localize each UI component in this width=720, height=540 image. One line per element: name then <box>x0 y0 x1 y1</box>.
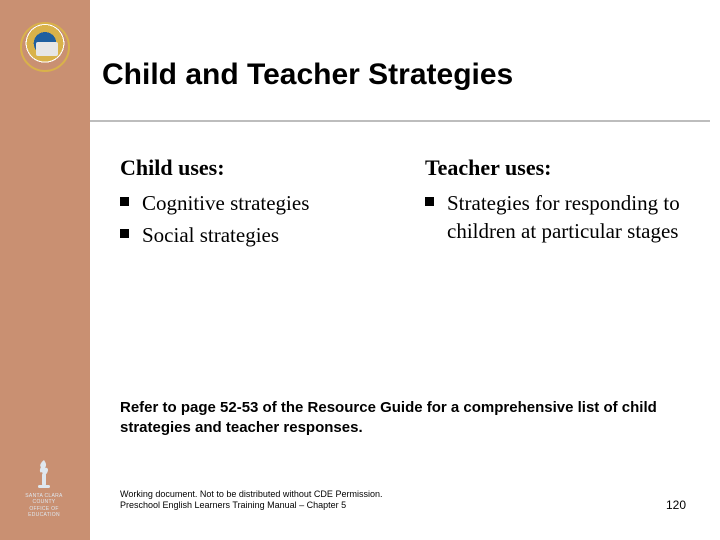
page-number: 120 <box>666 498 686 512</box>
footer-line-1: Working document. Not to be distributed … <box>120 489 382 501</box>
sccoe-line-2: OFFICE OF EDUCATION <box>24 507 64 518</box>
footer-text: Working document. Not to be distributed … <box>120 489 382 512</box>
seal-icon <box>20 22 70 72</box>
bullet-item: Cognitive strategies <box>120 189 385 217</box>
sccoe-line-1: SANTA CLARA COUNTY <box>24 494 64 505</box>
torch-svg <box>32 458 56 488</box>
slide-title: Child and Teacher Strategies <box>102 58 513 92</box>
column-child: Child uses: Cognitive strategies Social … <box>120 155 385 254</box>
column-teacher-heading: Teacher uses: <box>425 155 690 181</box>
column-child-heading: Child uses: <box>120 155 385 181</box>
column-child-bullets: Cognitive strategies Social strategies <box>120 189 385 250</box>
column-teacher-bullets: Strategies for responding to children at… <box>425 189 690 246</box>
bullet-item: Strategies for responding to children at… <box>425 189 690 246</box>
refer-note: Refer to page 52-53 of the Resource Guid… <box>120 398 660 439</box>
horizontal-rule <box>90 120 710 122</box>
bullet-item: Social strategies <box>120 221 385 249</box>
slide: Child and Teacher Strategies Child uses:… <box>0 0 720 540</box>
column-teacher: Teacher uses: Strategies for responding … <box>425 155 690 254</box>
content-columns: Child uses: Cognitive strategies Social … <box>120 155 690 254</box>
bullet-text: Social strategies <box>142 223 279 247</box>
torch-icon <box>24 458 64 492</box>
sccoe-logo: SANTA CLARA COUNTY OFFICE OF EDUCATION <box>24 458 64 518</box>
bullet-text: Cognitive strategies <box>142 191 309 215</box>
bullet-text: Strategies for responding to children at… <box>447 191 680 243</box>
footer-line-2: Preschool English Learners Training Manu… <box>120 500 382 512</box>
